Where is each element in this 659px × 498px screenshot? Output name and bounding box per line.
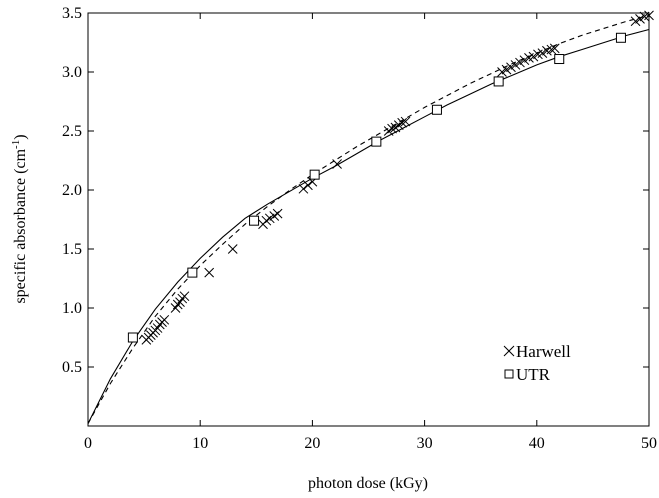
x-tick-label: 30 (417, 435, 433, 452)
point-harwell (400, 116, 411, 127)
point-harwell (515, 57, 525, 68)
point-harwell (298, 183, 309, 194)
point-harwell (635, 14, 645, 24)
point-harwell (510, 60, 521, 70)
y-tick-label: 3.5 (62, 5, 82, 22)
point-harwell (501, 64, 512, 75)
point-utr (127, 332, 138, 343)
x-tick-label: 10 (192, 435, 208, 452)
point-utr (187, 267, 198, 278)
y-tick-label: 0.5 (62, 359, 82, 376)
x-tick-label: 40 (529, 435, 545, 452)
point-harwell (506, 62, 516, 73)
point-harwell (537, 48, 548, 58)
y-axis-title-main: specific absorbance (cm (12, 148, 29, 303)
plot-frame (87, 12, 650, 427)
point-harwell (303, 180, 313, 191)
fit-line-solid (87, 28, 650, 424)
point-harwell (272, 208, 283, 219)
x-tick-label: 0 (84, 435, 92, 452)
point-harwell (546, 44, 557, 55)
point-utr (554, 54, 565, 65)
point-harwell (227, 244, 238, 254)
series-utr (127, 32, 626, 343)
y-tick-label: 2.5 (62, 123, 82, 140)
x-axis-title: photon dose (kGy) (308, 475, 428, 492)
point-utr (615, 32, 626, 43)
point-harwell (497, 67, 507, 77)
legend-marker-utr (504, 369, 514, 379)
point-harwell (332, 159, 342, 169)
y-axis-title: specific absorbance (cm-1) (10, 134, 29, 303)
legend-label-harwell: Harwell (516, 342, 571, 361)
point-utr (249, 215, 260, 226)
x-tick-label: 50 (641, 435, 657, 452)
point-harwell (549, 43, 560, 54)
point-utr (309, 169, 320, 180)
x-tick-label: 20 (304, 435, 320, 452)
point-utr (371, 136, 382, 147)
y-tick-label: 1.5 (62, 241, 82, 258)
series-harwell (141, 10, 654, 345)
point-harwell (204, 267, 215, 278)
point-harwell (397, 117, 408, 128)
y-axis-title-superscript: -1 (10, 140, 22, 149)
fit-lines (87, 14, 650, 424)
fit-line-dashed (87, 14, 650, 424)
point-harwell (159, 314, 170, 325)
point-harwell (630, 16, 641, 27)
y-tick-label: 1.0 (62, 300, 82, 317)
legend-label-utr: UTR (516, 365, 551, 384)
legend: Harwell UTR (503, 342, 571, 384)
point-harwell (528, 51, 539, 62)
point-harwell (179, 291, 190, 302)
axis-ticks: 0 10 20 30 40 50 0.5 1.0 1.5 2.0 2.5 3.0 3.5 (62, 5, 657, 452)
point-harwell (264, 213, 275, 224)
y-tick-label: 3.0 (62, 64, 82, 81)
point-harwell (387, 123, 397, 134)
y-axis-title-suffix: ) (12, 134, 29, 139)
point-harwell (644, 10, 654, 21)
point-harwell (519, 55, 530, 66)
data-points (127, 10, 654, 345)
point-utr (493, 76, 504, 87)
legend-marker-harwell (503, 345, 515, 357)
y-tick-label: 2.0 (62, 182, 82, 199)
point-utr (431, 104, 442, 115)
